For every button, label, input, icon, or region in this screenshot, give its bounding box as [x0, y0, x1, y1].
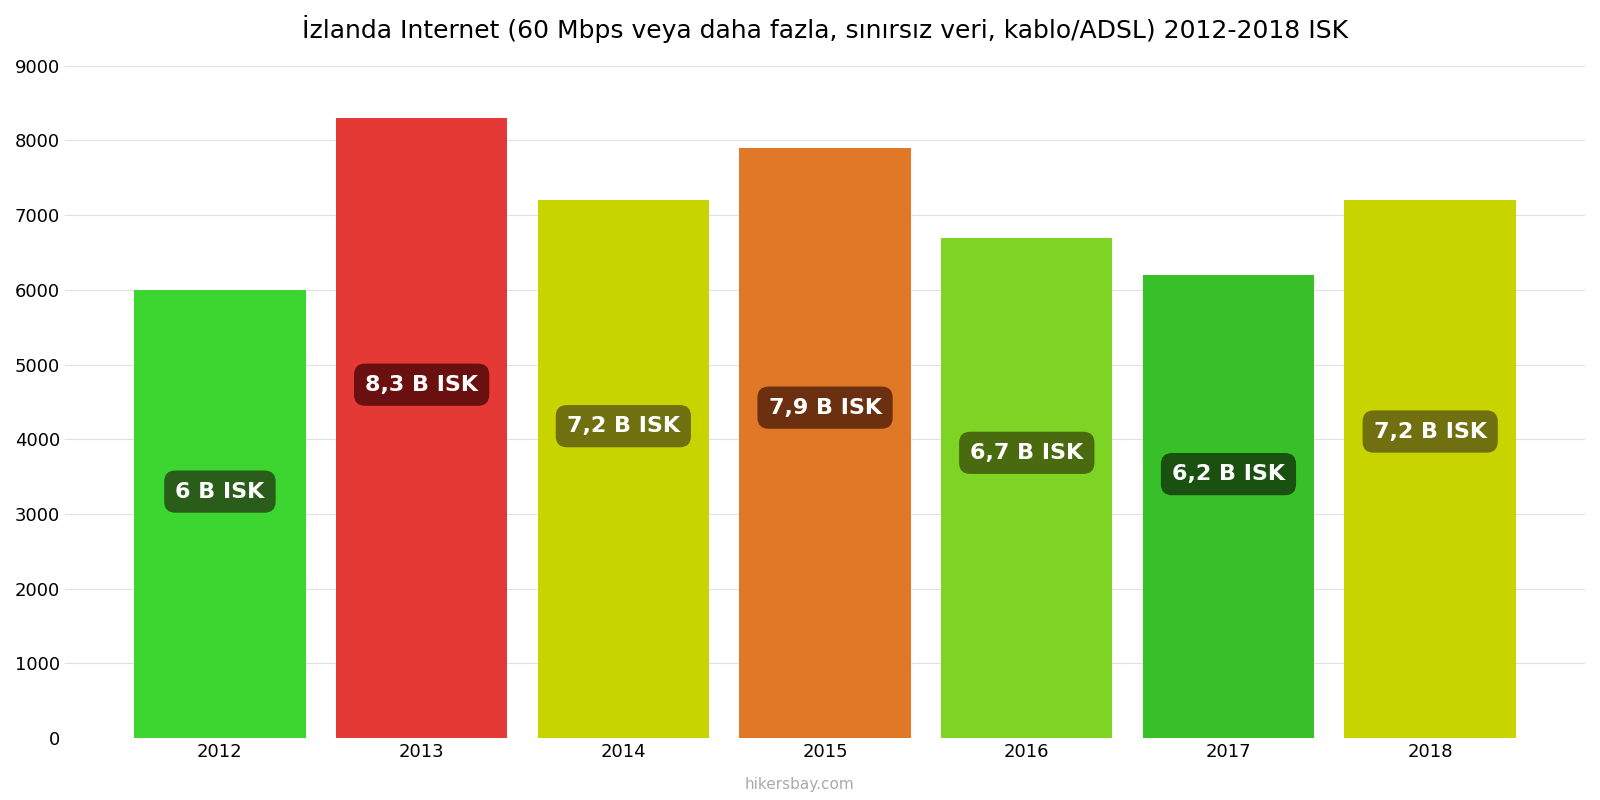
Bar [1142, 275, 1314, 738]
Text: 7,9 B ISK: 7,9 B ISK [768, 398, 882, 418]
Text: 6 B ISK: 6 B ISK [176, 482, 264, 502]
Text: 6,7 B ISK: 6,7 B ISK [970, 443, 1083, 463]
Bar [739, 148, 910, 738]
Title: İzlanda Internet (60 Mbps veya daha fazla, sınırsız veri, kablo/ADSL) 2012-2018 : İzlanda Internet (60 Mbps veya daha fazl… [302, 15, 1349, 43]
Bar [538, 200, 709, 738]
Text: 6,2 B ISK: 6,2 B ISK [1171, 464, 1285, 484]
Bar [941, 238, 1112, 738]
Text: hikersbay.com: hikersbay.com [746, 777, 854, 792]
Text: 7,2 B ISK: 7,2 B ISK [1374, 422, 1486, 442]
Text: 7,2 B ISK: 7,2 B ISK [566, 416, 680, 436]
Text: 8,3 B ISK: 8,3 B ISK [365, 374, 478, 394]
Bar [1344, 200, 1515, 738]
Bar [134, 290, 306, 738]
Bar [336, 118, 507, 738]
